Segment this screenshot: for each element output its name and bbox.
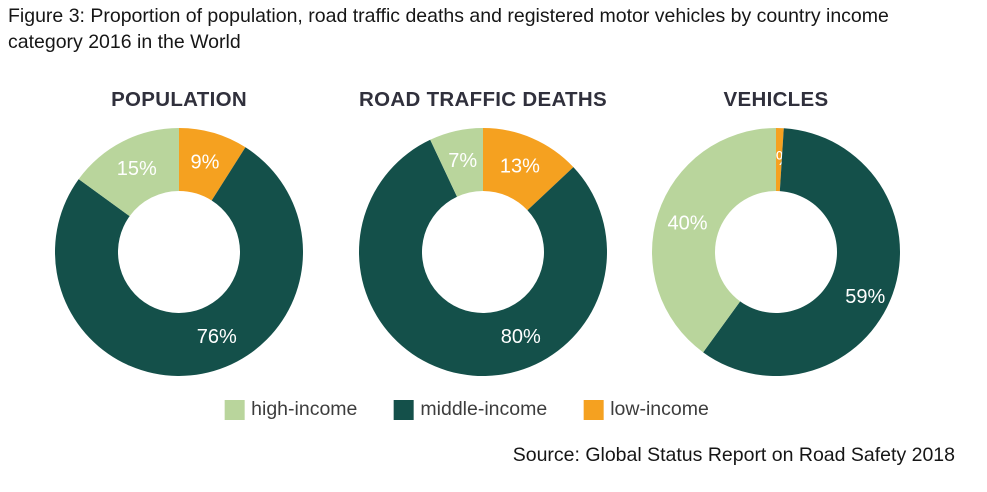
legend-item-low-income: low-income xyxy=(583,398,709,421)
legend-label-low-income: low-income xyxy=(610,398,709,420)
legend-item-high-income: high-income xyxy=(224,398,357,421)
donut-slice-high-income xyxy=(652,127,776,353)
figure-title: Figure 3: Proportion of population, road… xyxy=(8,5,889,53)
donut-chart-vehicles: 1%59%40% xyxy=(652,127,900,376)
chart-title-road-traffic-deaths: ROAD TRAFFIC DEATHS xyxy=(359,88,607,111)
donut-slice-middle-income xyxy=(54,147,304,376)
donut-chart-population: 9% 76% 15% xyxy=(54,128,304,376)
chart-title-vehicles: VEHICLES xyxy=(723,88,829,111)
legend-swatch-low-income xyxy=(583,399,604,420)
donut-slice-middle-income xyxy=(703,128,900,376)
slice-label-low-income: 13% xyxy=(500,156,540,178)
slice-label-high-income: 15% xyxy=(117,158,157,180)
slice-label-low-income: 9% xyxy=(190,152,219,174)
legend-label-middle-income: middle-income xyxy=(420,398,548,420)
donut-slice-low-income xyxy=(776,128,784,192)
legend-label-high-income: high-income xyxy=(251,398,358,420)
slice-label-middle-income: 76% xyxy=(197,326,237,348)
chart-title-population: POPULATION xyxy=(111,88,247,111)
slice-label-high-income: 7% xyxy=(448,150,477,172)
legend-item-middle-income: middle-income xyxy=(393,398,547,421)
donut-slice-low-income xyxy=(483,128,574,211)
donut-slice-high-income xyxy=(430,128,483,197)
slice-label-middle-income: 59% xyxy=(845,286,885,308)
legend: high-income middle-income low-income xyxy=(224,398,709,421)
slice-label-high-income: 40% xyxy=(668,212,708,234)
donut-chart-road-traffic-deaths: 13% 80% 7% xyxy=(359,128,607,376)
donut-slice-low-income xyxy=(179,128,246,201)
donut-slice-high-income xyxy=(78,128,179,217)
source-note: Source: Global Status Report on Road Saf… xyxy=(512,444,955,466)
slice-label-middle-income: 80% xyxy=(501,326,541,348)
legend-swatch-middle-income xyxy=(393,399,414,420)
legend-swatch-high-income xyxy=(224,399,245,420)
donut-slice-middle-income xyxy=(359,139,607,376)
